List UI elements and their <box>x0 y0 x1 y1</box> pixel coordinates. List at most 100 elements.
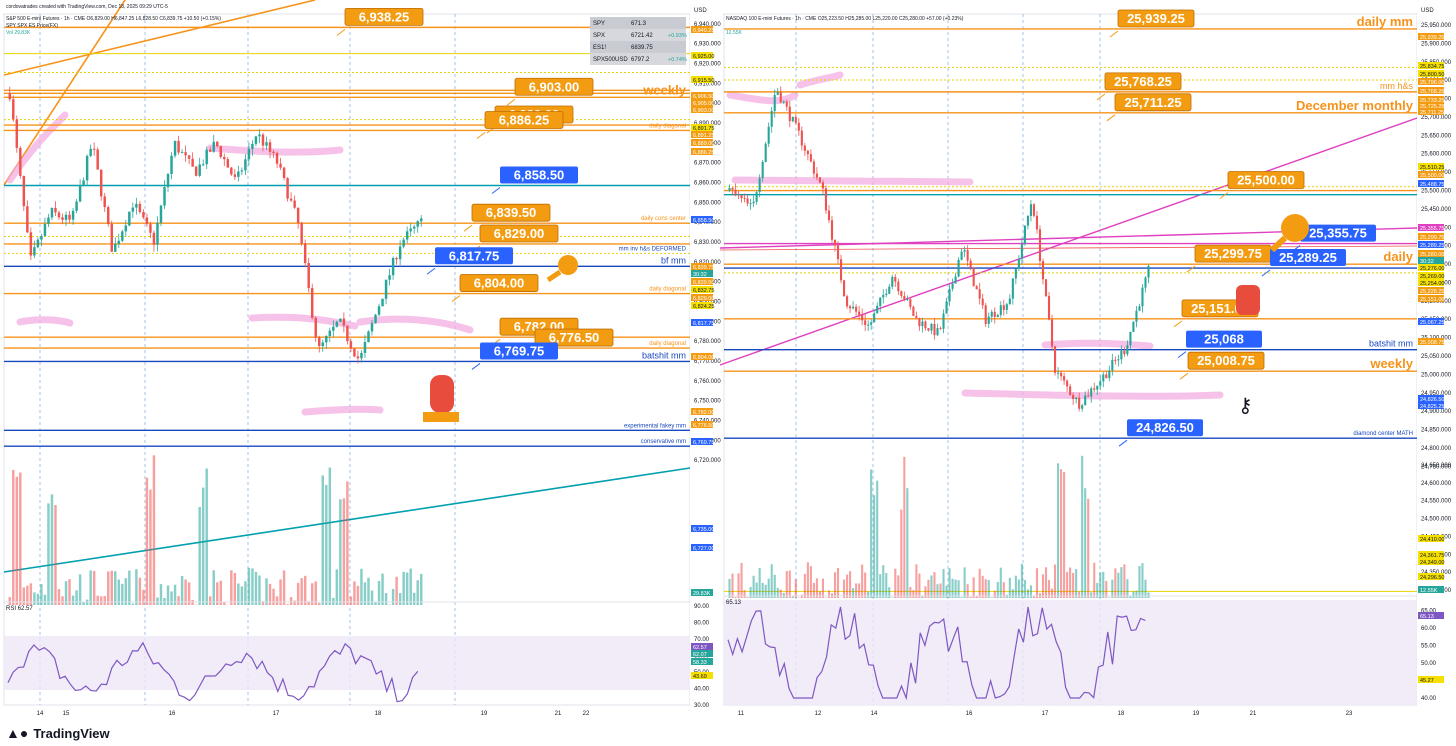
price-tick-label: 6,780.000 <box>694 339 721 345</box>
candle-body <box>806 150 809 155</box>
level-annotation: daily diagonal <box>649 123 686 129</box>
volume-bar <box>1117 572 1120 598</box>
candle-body <box>921 321 924 327</box>
candle-body <box>867 324 870 326</box>
volume-bar <box>124 578 128 605</box>
volume-bar <box>734 596 737 598</box>
candle-body <box>984 305 987 324</box>
axis-price-badge <box>1418 171 1444 178</box>
axis-price-badge-text: 6,906.50 <box>693 94 714 100</box>
volume-bar <box>71 595 75 605</box>
candle-body <box>89 148 92 156</box>
volume-bar <box>61 596 64 605</box>
volume-bar <box>963 567 966 598</box>
volume-bar <box>1060 469 1063 598</box>
volume-bar <box>972 577 975 598</box>
candle-body <box>159 205 163 223</box>
candle-body <box>356 356 360 359</box>
level-price-badge <box>1227 171 1305 189</box>
candle-body <box>275 152 279 164</box>
candle-body <box>785 101 788 107</box>
volume-bar <box>29 583 33 605</box>
volume-bar <box>861 564 864 598</box>
candle-body <box>152 232 156 245</box>
volume-bar <box>398 593 402 605</box>
level-price-badge <box>1186 330 1262 348</box>
volume-bar <box>391 588 395 605</box>
level-price-badge <box>1300 224 1376 242</box>
candle-body <box>300 222 303 244</box>
candle-body <box>279 163 282 168</box>
candle-body <box>325 335 328 343</box>
candle-body <box>219 146 223 157</box>
candle-body <box>61 217 64 220</box>
candle-body <box>1023 225 1026 244</box>
level-price-badge <box>514 77 594 96</box>
candle-body <box>821 182 825 189</box>
volume-bar <box>335 569 339 605</box>
volume-bar <box>110 570 113 605</box>
watchlist-change: +0.93% <box>668 33 687 39</box>
rsi-badge <box>691 658 713 665</box>
candle-body <box>121 231 124 241</box>
axis-price-badge <box>1418 287 1444 294</box>
candle-body <box>1005 304 1008 310</box>
volume-bar <box>737 573 740 598</box>
level-price-badge <box>500 166 578 184</box>
candle-body <box>975 286 978 290</box>
level-annotation: daily diagonal <box>649 341 686 347</box>
level-price-badge-text: 25,500.00 <box>1237 173 1295 188</box>
candle-body <box>96 149 99 170</box>
candle-body <box>912 306 915 316</box>
candle-body <box>1120 350 1123 360</box>
charts-canvas: 6,938.25 6,903.00 6,889.00 6,886.25 6,858.50… <box>3 0 1452 717</box>
volume-bar <box>332 597 335 605</box>
badge-pointer <box>451 295 461 302</box>
axis-price-badge <box>1418 96 1444 103</box>
axis-price-badge <box>691 408 713 415</box>
axis-price-badge <box>1418 233 1444 240</box>
key-icon <box>558 255 578 275</box>
volume-bar <box>75 590 78 605</box>
volume-bar <box>833 572 837 598</box>
candle-body <box>388 275 391 280</box>
volume-bar <box>254 571 258 605</box>
rsi-tick-label: 40.00 <box>694 687 710 693</box>
candle-body <box>173 140 177 156</box>
candle-body <box>342 318 346 326</box>
volume-bar <box>1050 588 1054 598</box>
volume-bar <box>1129 595 1132 598</box>
watchlist-price: 671.3 <box>631 21 647 27</box>
candle-body <box>272 151 275 153</box>
level-annotation: daily diagonal <box>649 287 686 293</box>
level-price-badge-text: 25,355.75 <box>1309 226 1367 241</box>
level-price-badge-text: 25,768.25 <box>1114 74 1172 89</box>
candle-body <box>836 245 840 260</box>
volume-bar <box>370 590 374 605</box>
axis-price-badge-text: 25,796.00 <box>1420 80 1444 86</box>
rsi-badge <box>1418 676 1444 683</box>
candle-body <box>114 243 117 252</box>
candle-body <box>293 200 296 208</box>
candle-body <box>770 110 773 127</box>
candle-body <box>809 154 812 162</box>
candle-body <box>1144 277 1147 288</box>
axis-price-badge-text: 24,825.25 <box>1420 404 1444 410</box>
candle-body <box>803 145 806 151</box>
axis-price-badge-text: 25,733.25 <box>1420 98 1444 104</box>
candle-body <box>779 92 782 103</box>
volume-bar <box>1096 582 1099 598</box>
volume-bar <box>156 597 159 605</box>
volume-bar <box>149 489 152 605</box>
volume-bar <box>173 584 177 605</box>
rsi-badge-text: 45.27 <box>1420 678 1434 684</box>
candle-body <box>191 158 194 167</box>
rsi-line <box>7 641 419 703</box>
candle-body <box>1069 386 1072 395</box>
volume-bar <box>296 582 300 605</box>
rsi-badge <box>1418 612 1444 619</box>
time-axis-label: 14 <box>871 711 878 717</box>
candle-body <box>951 283 954 289</box>
volume-bar <box>999 567 1002 598</box>
candle-body <box>370 323 374 332</box>
